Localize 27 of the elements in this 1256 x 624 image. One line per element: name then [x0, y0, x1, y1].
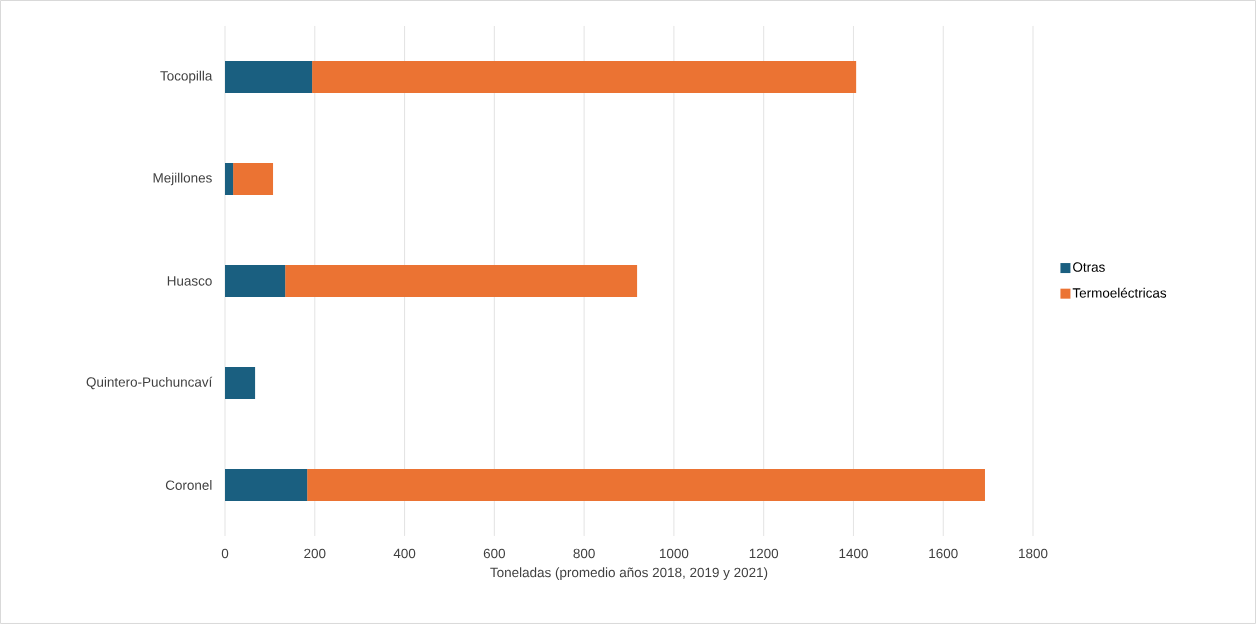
- x-tick-label: 1800: [1019, 548, 1048, 559]
- x-tick-label: 600: [483, 548, 506, 559]
- bar: [225, 366, 256, 399]
- x-tick-label: 400: [393, 548, 416, 559]
- x-tick-label: 1600: [929, 548, 958, 559]
- y-tick-label: Huasco: [167, 276, 212, 286]
- y-tick-label: Tocopilla: [160, 70, 213, 84]
- bar: [225, 468, 308, 501]
- bar: [307, 468, 985, 501]
- x-tick-label: 200: [304, 548, 326, 559]
- bar: [312, 60, 857, 93]
- bar: [225, 60, 313, 93]
- bar: [225, 264, 286, 297]
- bar: [225, 162, 234, 195]
- x-tick-label: 800: [573, 548, 595, 559]
- y-tick-label: Coronel: [165, 480, 212, 490]
- bar: [285, 264, 638, 297]
- x-axis-title: Toneladas (promedio años 2018, 2019 y 2021): [490, 567, 768, 580]
- x-tick-label: 1000: [659, 548, 689, 559]
- x-tick-label: 1400: [839, 548, 868, 559]
- x-tick-label: 0: [221, 548, 229, 559]
- y-tick-label: Mejillones: [153, 172, 212, 186]
- y-tick-label: Quintero-Puchuncaví: [86, 376, 213, 390]
- bar: [233, 162, 274, 195]
- legend-label: Otras: [1073, 262, 1105, 272]
- legend-label: Termoeléctricas: [1072, 287, 1167, 298]
- x-tick-label: 1200: [749, 548, 779, 559]
